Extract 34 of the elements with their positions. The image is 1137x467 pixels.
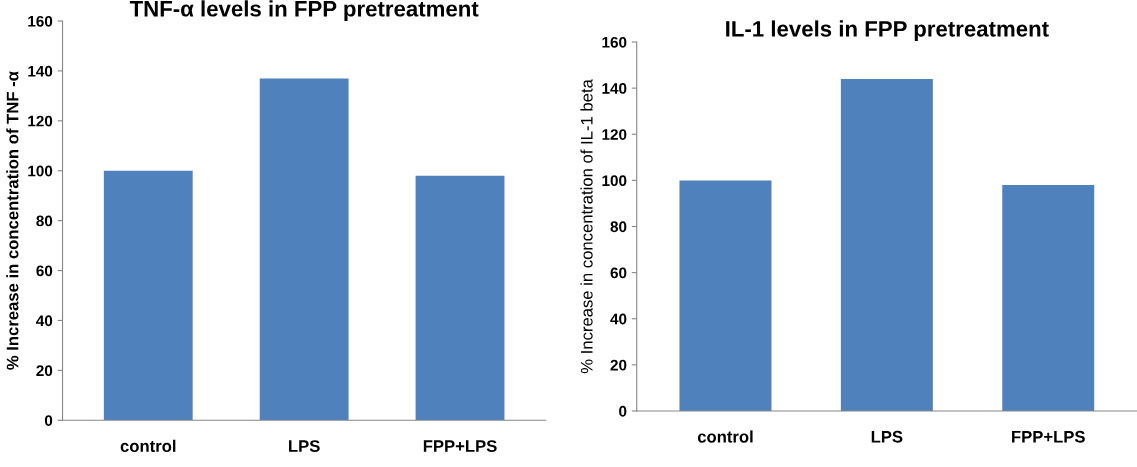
chart-title: IL-1 levels in FPP pretreatment xyxy=(726,20,1049,42)
bar xyxy=(1002,184,1095,411)
y-tick-label: 160 xyxy=(28,15,53,27)
y-tick-label: 0 xyxy=(44,415,53,426)
y-tick-label: 120 xyxy=(28,115,53,127)
x-tick-label: control xyxy=(120,439,176,452)
y-tick-label: 160 xyxy=(602,36,627,48)
y-tick-label: 140 xyxy=(28,65,53,77)
bar xyxy=(103,170,193,421)
y-tick-label: 0 xyxy=(619,405,627,417)
y-tick-label: 100 xyxy=(602,175,627,187)
y-tick-label: 20 xyxy=(610,359,627,371)
y-axis-title: % Increase in concentration of TNF -α xyxy=(6,71,19,370)
chart-title: TNF-α levels in FPP pretreatment xyxy=(129,0,479,22)
y-tick-label: 80 xyxy=(36,215,53,227)
y-tick-label: 60 xyxy=(610,267,627,279)
bar xyxy=(679,180,772,411)
y-tick-label: 120 xyxy=(602,129,627,140)
y-axis-title: % Increase in concentration of IL-1 beta xyxy=(580,79,593,374)
bar xyxy=(840,78,933,411)
x-tick-label: control xyxy=(697,430,753,443)
y-tick-label: 140 xyxy=(602,83,627,94)
y-tick-label: 60 xyxy=(36,265,53,277)
bar xyxy=(415,175,505,421)
x-tick-label: FPP+LPS xyxy=(423,440,497,452)
y-tick-label: 40 xyxy=(610,313,627,325)
x-tick-label: FPP+LPS xyxy=(1012,430,1085,443)
y-tick-label: 100 xyxy=(28,165,53,177)
y-tick-label: 80 xyxy=(610,221,627,233)
bar xyxy=(259,78,349,421)
y-tick-label: 20 xyxy=(36,365,53,377)
x-tick-label: LPS xyxy=(871,430,903,443)
y-tick-label: 40 xyxy=(36,315,53,327)
x-tick-label: LPS xyxy=(289,440,320,452)
